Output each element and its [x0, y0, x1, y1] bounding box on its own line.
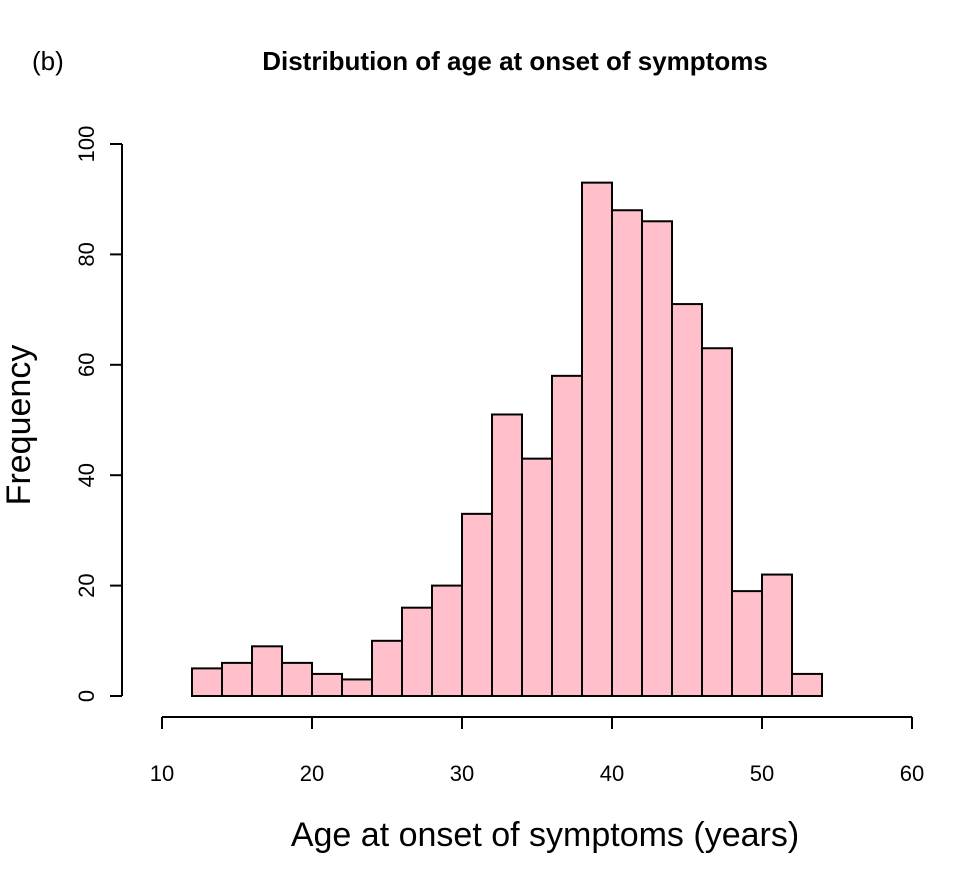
- chart-title: Distribution of age at onset of symptoms: [262, 46, 768, 76]
- histogram-bar: [641, 220, 673, 697]
- y-tick-label: 80: [74, 242, 99, 266]
- histogram-bar: [311, 672, 343, 697]
- histogram-bar: [191, 667, 223, 698]
- histogram-bar: [341, 678, 373, 698]
- histogram-bar: [581, 181, 613, 697]
- histogram-bar: [521, 457, 553, 698]
- y-axis-title: Frequency: [0, 345, 38, 506]
- x-axis-title: Age at onset of symptoms (years): [291, 816, 799, 854]
- panel-label: (b): [32, 46, 64, 76]
- histogram-bar: [371, 639, 403, 697]
- y-axis: 0 20 40 60 80 100: [74, 126, 123, 702]
- histogram-bar: [431, 584, 463, 697]
- histogram-bar: [731, 590, 763, 697]
- histogram-bar: [251, 645, 283, 698]
- x-tick-label: 60: [900, 761, 924, 786]
- histogram-bar: [221, 661, 253, 698]
- histogram-bar: [701, 347, 733, 697]
- histogram-bar: [491, 413, 523, 697]
- x-axis: 10 20 30 40 50 60: [150, 716, 924, 786]
- histogram-bar: [551, 374, 583, 697]
- x-tick-label: 10: [150, 761, 174, 786]
- histogram-bar: [401, 606, 433, 697]
- histogram-bar: [791, 672, 823, 697]
- y-tick-label: 100: [74, 126, 99, 163]
- x-tick-label: 40: [600, 761, 624, 786]
- x-tick-label: 20: [300, 761, 324, 786]
- x-tick-label: 50: [750, 761, 774, 786]
- x-tick-label: 30: [450, 761, 474, 786]
- histogram-bar: [281, 661, 313, 698]
- y-tick-label: 60: [74, 353, 99, 377]
- y-tick-label: 40: [74, 463, 99, 487]
- y-tick-label: 0: [74, 690, 99, 702]
- histogram-bar: [671, 303, 703, 697]
- y-tick-label: 20: [74, 573, 99, 597]
- histogram-bar: [761, 573, 793, 697]
- histogram-bar: [461, 512, 493, 698]
- histogram-bar: [611, 209, 643, 698]
- bars-group: [191, 181, 823, 698]
